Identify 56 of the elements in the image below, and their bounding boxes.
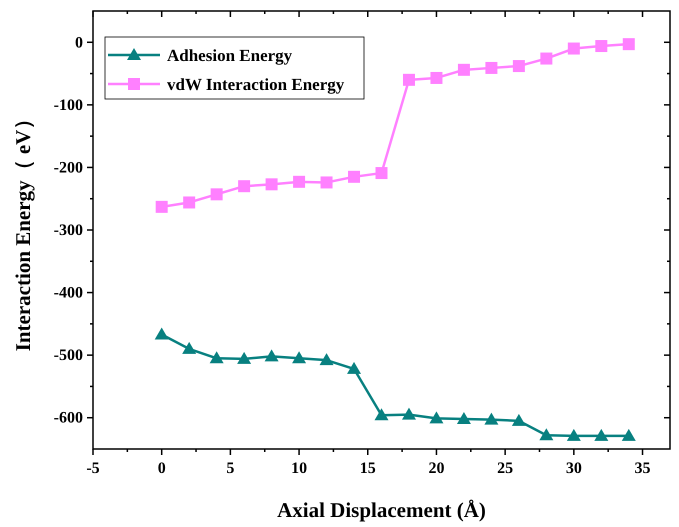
point — [376, 167, 388, 180]
x-tick-label: 25 — [497, 460, 514, 477]
point — [182, 342, 196, 354]
point — [264, 349, 279, 362]
point — [237, 352, 252, 364]
point — [539, 428, 554, 440]
point — [595, 40, 608, 52]
point — [402, 408, 416, 420]
y-tick-label: -500 — [54, 347, 83, 364]
point — [347, 362, 362, 374]
x-axis-title: Axial Displacement (Å) — [277, 498, 486, 522]
x-tick-label: 15 — [360, 460, 376, 477]
point — [566, 428, 581, 441]
point — [320, 353, 334, 366]
point — [320, 176, 333, 188]
point — [485, 62, 498, 74]
point — [292, 351, 306, 364]
y-tick-label: -600 — [54, 410, 83, 427]
y-tick-label: -300 — [54, 222, 83, 239]
y-tick-label: -200 — [54, 159, 83, 176]
point — [622, 428, 636, 441]
y-tick-label: -100 — [54, 96, 83, 114]
y-tick-label: -400 — [54, 284, 83, 302]
x-tick-label: 5 — [226, 460, 234, 477]
point — [210, 188, 223, 200]
x-tick-label: 35 — [634, 460, 651, 477]
point — [156, 200, 168, 213]
point — [238, 180, 250, 192]
point — [540, 52, 552, 65]
point — [512, 60, 525, 72]
point — [594, 428, 608, 441]
point — [348, 170, 360, 183]
point — [512, 414, 526, 426]
x-tick-label: 0 — [158, 460, 166, 477]
point — [374, 408, 388, 420]
point — [266, 178, 278, 190]
point — [429, 411, 444, 424]
point — [430, 72, 442, 84]
x-tick-label: 30 — [566, 460, 582, 477]
x-tick-label: -5 — [86, 460, 100, 477]
point — [622, 38, 635, 50]
point — [293, 176, 306, 188]
point — [456, 412, 471, 424]
y-tick-label: 0 — [75, 34, 83, 52]
point — [154, 327, 169, 340]
point — [402, 74, 415, 86]
legend-label: Adhesion Energy — [167, 46, 293, 65]
point — [458, 64, 470, 76]
point — [484, 412, 498, 425]
legend-label: vdW Interaction Energy — [167, 75, 345, 94]
point — [183, 196, 196, 208]
x-tick-label: 10 — [291, 460, 308, 477]
y-axis-title: Interaction Energy（ eV） — [11, 108, 35, 352]
x-tick-label: 20 — [428, 460, 444, 477]
point — [568, 42, 580, 55]
point — [210, 351, 224, 364]
